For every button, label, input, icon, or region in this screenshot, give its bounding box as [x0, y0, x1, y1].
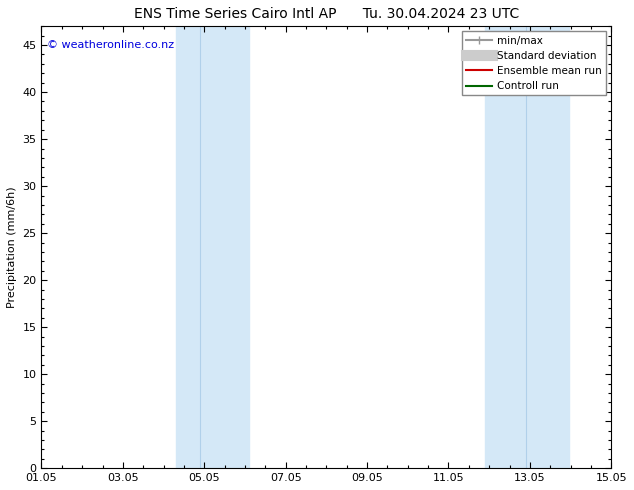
Y-axis label: Precipitation (mm/6h): Precipitation (mm/6h): [7, 186, 17, 308]
Title: ENS Time Series Cairo Intl AP      Tu. 30.04.2024 23 UTC: ENS Time Series Cairo Intl AP Tu. 30.04.…: [134, 7, 519, 21]
Legend: min/max, Standard deviation, Ensemble mean run, Controll run: min/max, Standard deviation, Ensemble me…: [462, 31, 606, 96]
Bar: [176, 26, 249, 468]
Text: © weatheronline.co.nz: © weatheronline.co.nz: [47, 40, 174, 49]
Bar: [485, 26, 569, 468]
